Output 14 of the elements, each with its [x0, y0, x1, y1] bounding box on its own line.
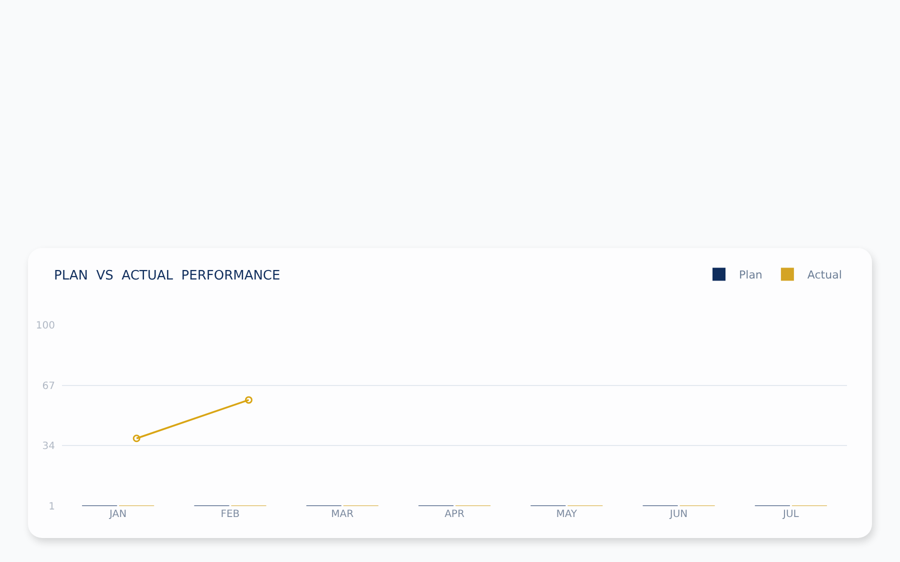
y-tick-label: 1 [48, 502, 55, 512]
x-tick-label: APR [444, 509, 464, 520]
y-tick-label: 100 [36, 320, 55, 332]
x-tick-label: JUN [668, 509, 688, 520]
legend-label: Plan [739, 268, 762, 282]
y-tick-label: 34 [42, 441, 55, 452]
legend-label: Actual [807, 268, 842, 282]
x-tick-label: JUL [782, 509, 800, 520]
x-tick-label: MAY [556, 509, 578, 520]
x-tick-label: JAN [108, 509, 127, 520]
chart-title: PLAN VS ACTUAL PERFORMANCE [54, 268, 280, 284]
x-tick-label: MAR [331, 509, 354, 520]
y-tick-label: 67 [42, 380, 55, 392]
x-tick-label: FEB [220, 509, 240, 520]
